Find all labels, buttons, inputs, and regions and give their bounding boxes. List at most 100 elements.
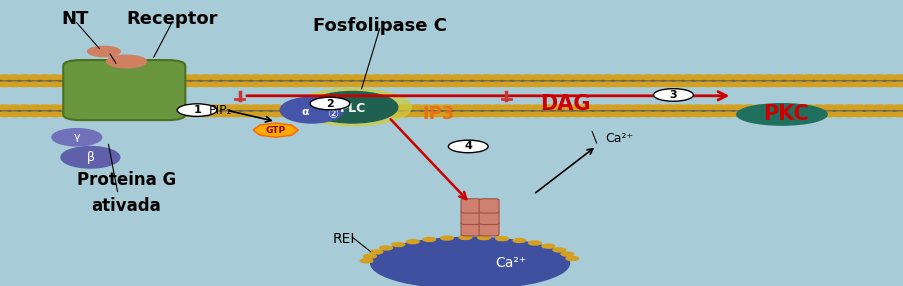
Circle shape: [349, 82, 363, 87]
Circle shape: [590, 105, 604, 110]
Circle shape: [560, 105, 574, 110]
Circle shape: [107, 75, 122, 80]
Circle shape: [771, 75, 786, 80]
FancyBboxPatch shape: [461, 199, 480, 213]
Circle shape: [861, 75, 876, 80]
Circle shape: [219, 82, 233, 87]
Circle shape: [701, 105, 715, 110]
Circle shape: [821, 82, 835, 87]
Circle shape: [731, 82, 745, 87]
Circle shape: [258, 112, 273, 117]
Circle shape: [711, 82, 725, 87]
Text: γ: γ: [73, 132, 80, 142]
FancyBboxPatch shape: [461, 210, 480, 225]
Circle shape: [670, 112, 684, 117]
Circle shape: [470, 82, 484, 87]
Text: 3: 3: [669, 90, 676, 100]
Circle shape: [701, 112, 715, 117]
Circle shape: [409, 75, 424, 80]
Circle shape: [158, 112, 172, 117]
Circle shape: [630, 105, 645, 110]
Circle shape: [278, 75, 293, 80]
Circle shape: [740, 82, 755, 87]
Circle shape: [811, 105, 825, 110]
Circle shape: [369, 75, 384, 80]
Circle shape: [470, 105, 484, 110]
Circle shape: [228, 105, 243, 110]
Circle shape: [871, 75, 886, 80]
Circle shape: [198, 105, 212, 110]
Circle shape: [389, 112, 404, 117]
Circle shape: [499, 82, 514, 87]
Circle shape: [219, 75, 233, 80]
Circle shape: [600, 82, 614, 87]
Circle shape: [406, 240, 419, 244]
Circle shape: [781, 75, 796, 80]
Circle shape: [660, 105, 675, 110]
Circle shape: [128, 75, 143, 80]
Circle shape: [17, 82, 32, 87]
Circle shape: [489, 112, 504, 117]
Circle shape: [499, 112, 514, 117]
Circle shape: [821, 105, 835, 110]
Circle shape: [128, 112, 143, 117]
Circle shape: [248, 75, 263, 80]
Circle shape: [550, 82, 564, 87]
Circle shape: [750, 75, 765, 80]
Circle shape: [721, 75, 735, 80]
Circle shape: [530, 82, 545, 87]
Circle shape: [158, 105, 172, 110]
Circle shape: [610, 112, 625, 117]
Text: 4: 4: [464, 142, 471, 151]
Circle shape: [721, 105, 735, 110]
Circle shape: [198, 112, 212, 117]
Circle shape: [379, 82, 394, 87]
Circle shape: [691, 105, 705, 110]
Circle shape: [561, 252, 573, 256]
Circle shape: [148, 75, 163, 80]
Text: IP3: IP3: [422, 106, 454, 123]
Circle shape: [369, 105, 384, 110]
Circle shape: [580, 82, 594, 87]
Circle shape: [228, 75, 243, 80]
Circle shape: [248, 105, 263, 110]
Circle shape: [570, 75, 584, 80]
Circle shape: [852, 82, 866, 87]
Circle shape: [750, 112, 765, 117]
Circle shape: [48, 75, 62, 80]
Circle shape: [349, 105, 363, 110]
Circle shape: [419, 75, 433, 80]
Circle shape: [0, 105, 12, 110]
Circle shape: [630, 75, 645, 80]
Circle shape: [429, 112, 443, 117]
Circle shape: [841, 75, 855, 80]
Circle shape: [891, 82, 903, 87]
Circle shape: [519, 75, 534, 80]
Circle shape: [460, 82, 474, 87]
Circle shape: [168, 105, 182, 110]
Circle shape: [363, 254, 376, 258]
Circle shape: [760, 82, 775, 87]
Circle shape: [580, 75, 594, 80]
Circle shape: [88, 82, 102, 87]
Circle shape: [248, 82, 263, 87]
Circle shape: [610, 75, 625, 80]
Circle shape: [530, 105, 545, 110]
Ellipse shape: [370, 237, 569, 286]
Circle shape: [268, 82, 283, 87]
Circle shape: [680, 82, 694, 87]
Circle shape: [801, 112, 815, 117]
Circle shape: [600, 75, 614, 80]
Circle shape: [329, 112, 343, 117]
Circle shape: [460, 75, 474, 80]
Circle shape: [509, 82, 524, 87]
Circle shape: [640, 112, 655, 117]
Circle shape: [138, 82, 153, 87]
Circle shape: [680, 105, 694, 110]
Circle shape: [98, 75, 112, 80]
Circle shape: [289, 112, 303, 117]
Circle shape: [248, 112, 263, 117]
Circle shape: [871, 82, 886, 87]
Circle shape: [7, 75, 22, 80]
Circle shape: [509, 112, 524, 117]
